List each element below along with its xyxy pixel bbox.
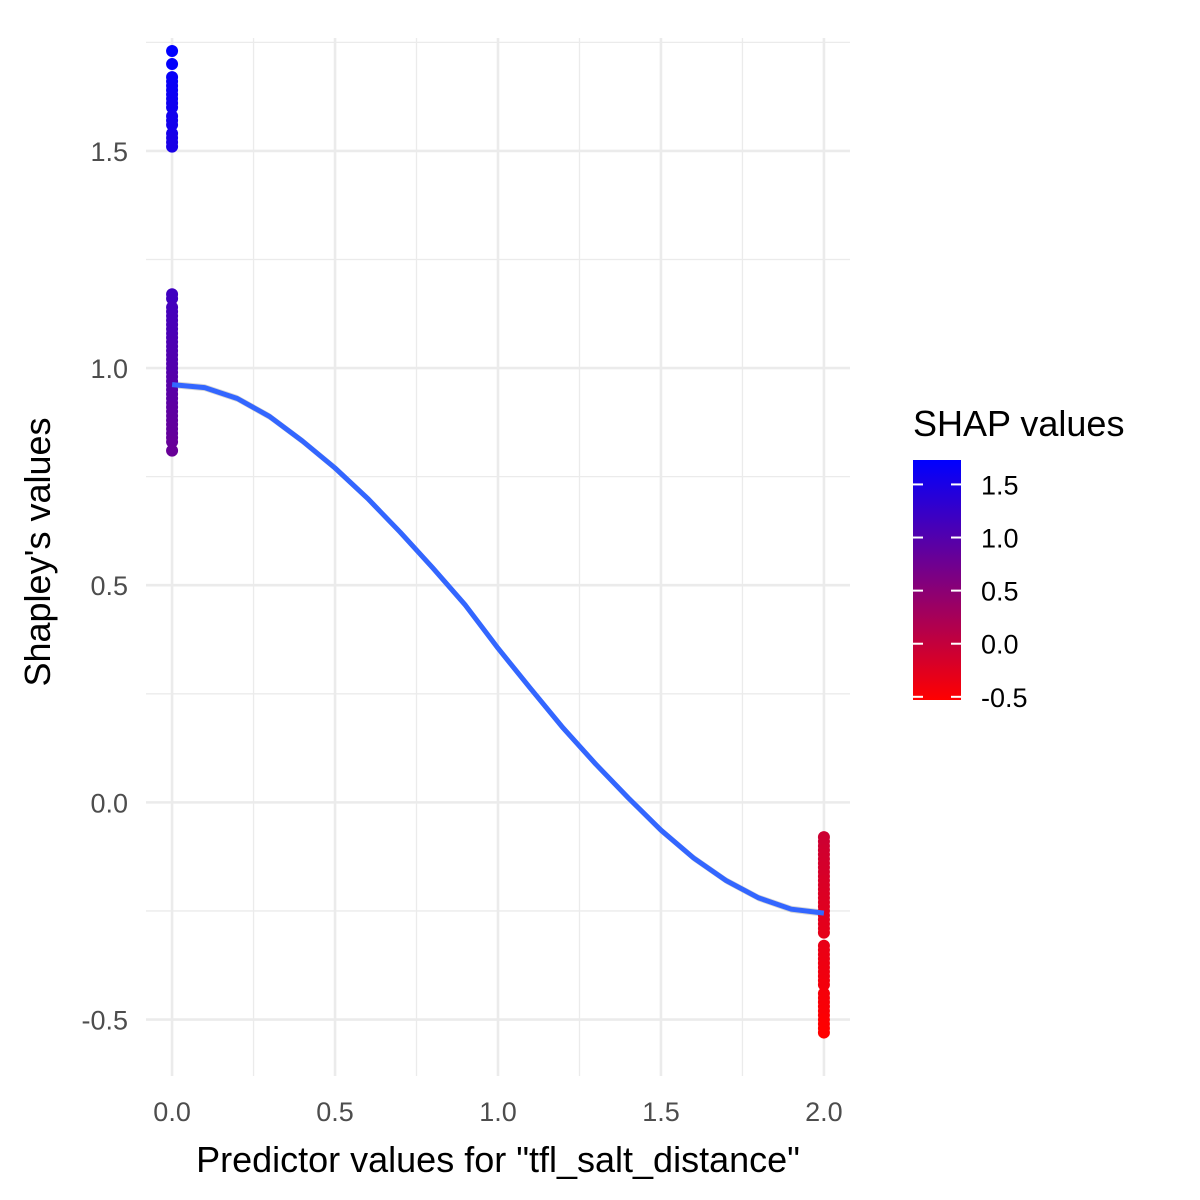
x-axis-ticks: 0.0 0.5 1.0 1.5 2.0 [153,1097,842,1127]
y-tick-label: 1.5 [90,137,128,167]
data-point [817,926,830,939]
data-point [817,978,830,991]
legend-tick-label: 0.5 [981,577,1019,607]
legend-tick-label: -0.5 [981,683,1028,713]
legend-tick-label: 1.5 [981,470,1019,500]
color-legend: SHAP values -0.5 0.0 0.5 1.0 1.5 [913,403,1124,713]
y-tick-label: 0.0 [90,788,128,818]
data-point [166,140,179,153]
y-axis-ticks: -0.5 0.0 0.5 1.0 1.5 [81,137,128,1036]
x-tick-label: 2.0 [805,1097,843,1127]
x-tick-label: 1.0 [479,1097,517,1127]
y-tick-label: 0.5 [90,571,128,601]
scatter-points [166,45,830,1039]
legend-tick-label: 0.0 [981,630,1019,660]
x-tick-label: 1.5 [642,1097,680,1127]
data-point [166,58,179,71]
data-point [166,435,179,448]
x-tick-label: 0.5 [316,1097,354,1127]
x-tick-label: 0.0 [153,1097,191,1127]
legend-colorbar [913,460,961,700]
y-tick-label: -0.5 [81,1006,128,1036]
y-tick-label: 1.0 [90,354,128,384]
data-point [166,118,179,131]
data-point [166,45,179,58]
data-point [166,444,179,457]
x-axis-title: Predictor values for "tfl_salt_distance" [196,1139,800,1180]
legend-ticks: -0.5 0.0 0.5 1.0 1.5 [913,470,1028,713]
smooth-line [171,382,825,916]
smooth-curve [171,382,825,916]
legend-tick-label: 1.0 [981,524,1019,554]
data-point [166,101,179,114]
grid-major [146,38,850,1076]
data-point [166,292,179,305]
y-axis-title: Shapley's values [17,417,58,686]
data-point [817,1026,830,1039]
legend-title: SHAP values [913,403,1124,444]
